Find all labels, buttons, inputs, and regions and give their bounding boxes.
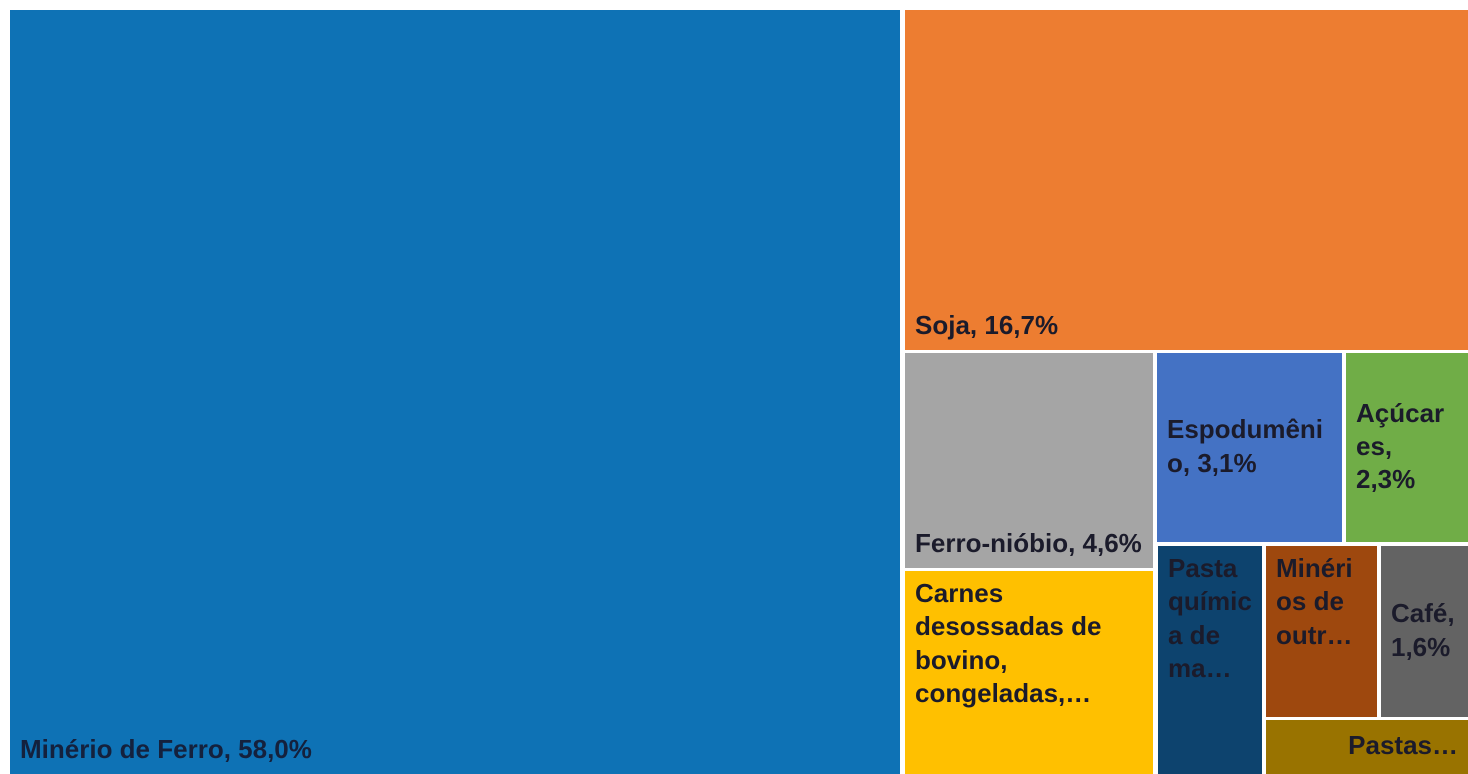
tile-label: Carnes desossadas de bovino, congeladas,… (915, 578, 1102, 708)
tile-label: Minérios de outr… (1276, 553, 1353, 650)
tile-label: Minério de Ferro, 58,0% (20, 733, 312, 764)
tile: Ferro-nióbio, 4,6% (905, 353, 1153, 568)
tile-label: Pastas… (1348, 730, 1458, 761)
tile-label: Espodumênio, 3,1% (1167, 414, 1324, 478)
tile: Soja, 16,7% (905, 10, 1468, 350)
tile-label: Café, 1,6% (1391, 598, 1455, 662)
tile-label: Soja, 16,7% (915, 309, 1059, 340)
tile: Espodumênio, 3,1% (1157, 353, 1342, 542)
tile: Pasta química de ma… (1158, 546, 1262, 774)
tile: Pastas… (1266, 720, 1468, 774)
tile-label: Pasta química de ma… (1168, 553, 1252, 683)
tile: Minérios de outr… (1266, 546, 1377, 717)
tile-label: Açúcares, 2,3% (1356, 397, 1445, 495)
tile: Café, 1,6% (1381, 546, 1468, 717)
tile: Açúcares, 2,3% (1346, 353, 1468, 542)
tile: Minério de Ferro, 58,0% (10, 10, 900, 774)
tile: Carnes desossadas de bovino, congeladas,… (905, 571, 1153, 774)
tile-label: Ferro-nióbio, 4,6% (915, 527, 1142, 558)
